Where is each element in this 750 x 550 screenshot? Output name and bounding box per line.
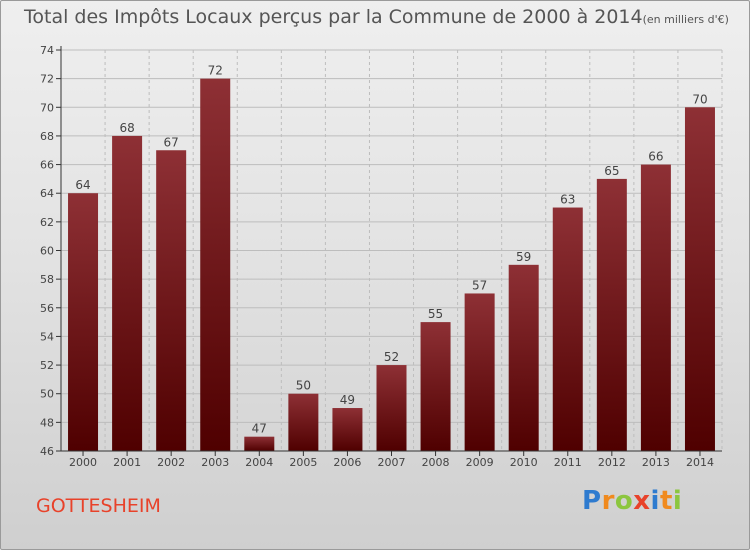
logo-letter: x	[633, 486, 651, 516]
data-label: 68	[119, 121, 134, 135]
bar	[288, 393, 319, 451]
data-label: 67	[164, 135, 179, 149]
x-tick-label: 2013	[642, 456, 670, 469]
x-tick-label: 2001	[113, 456, 141, 469]
data-label: 50	[296, 379, 311, 393]
y-tick-label: 70	[40, 101, 54, 114]
bar	[68, 193, 99, 451]
bar	[156, 150, 187, 451]
y-tick-label: 74	[40, 44, 54, 57]
y-tick-label: 60	[40, 245, 54, 258]
y-tick-label: 64	[40, 187, 54, 200]
bar	[200, 78, 231, 452]
x-tick-label: 2008	[422, 456, 450, 469]
bar	[464, 293, 495, 451]
bar	[420, 322, 451, 451]
y-tick-label: 56	[40, 302, 54, 315]
commune-name: GOTTESHEIM	[36, 495, 161, 517]
y-tick-label: 52	[40, 359, 54, 372]
logo-letter: P	[582, 486, 602, 516]
bar	[376, 365, 407, 451]
logo-letter: r	[601, 486, 615, 516]
data-label: 59	[516, 250, 531, 264]
bar	[596, 178, 627, 451]
data-label: 64	[75, 178, 90, 192]
chart-title-unit: (en milliers d'€)	[642, 13, 729, 26]
x-tick-label: 2000	[69, 456, 97, 469]
y-tick-label: 46	[40, 445, 54, 458]
data-label: 49	[340, 393, 355, 407]
x-tick-label: 2005	[289, 456, 317, 469]
x-tick-label: 2004	[245, 456, 273, 469]
bar	[684, 107, 715, 452]
axes	[56, 46, 722, 456]
data-label: 52	[384, 350, 399, 364]
bar	[332, 408, 363, 451]
y-tick-label: 50	[40, 388, 54, 401]
bar	[552, 207, 583, 451]
labels: 46 48 50 52 54 56 58 60 62 64 66 68 70 72 74 64 2000 68 20…	[40, 44, 714, 469]
x-tick-label: 2006	[333, 456, 361, 469]
bars	[68, 78, 715, 452]
bar	[508, 264, 539, 451]
data-label: 72	[208, 64, 223, 78]
chart-title-main: Total des Impôts Locaux perçus par la Co…	[24, 6, 643, 28]
data-label: 70	[692, 92, 707, 106]
y-tick-label: 54	[40, 330, 54, 343]
x-tick-label: 2002	[157, 456, 185, 469]
logo-letter: t	[659, 486, 673, 516]
chart-title: Total des Impôts Locaux perçus par la Co…	[24, 6, 729, 28]
bar	[640, 164, 671, 452]
bar	[244, 436, 275, 451]
y-tick-label: 58	[40, 273, 54, 286]
data-label: 55	[428, 307, 443, 321]
x-tick-label: 2011	[554, 456, 582, 469]
y-tick-label: 62	[40, 216, 54, 229]
data-label: 63	[560, 193, 575, 207]
x-tick-label: 2010	[510, 456, 538, 469]
x-tick-label: 2012	[598, 456, 626, 469]
bar	[112, 135, 143, 451]
y-tick-label: 68	[40, 130, 54, 143]
y-tick-label: 66	[40, 159, 54, 172]
x-tick-label: 2003	[201, 456, 229, 469]
y-tick-label: 48	[40, 416, 54, 429]
data-label: 57	[472, 278, 487, 292]
x-tick-label: 2007	[378, 456, 406, 469]
data-label: 47	[252, 422, 267, 436]
data-label: 65	[604, 164, 619, 178]
y-tick-label: 72	[40, 73, 54, 86]
data-label: 66	[648, 150, 663, 164]
logo-letter: i	[672, 486, 683, 516]
x-tick-label: 2014	[686, 456, 714, 469]
logo-letter: o	[614, 486, 634, 516]
proxiti-logo[interactable]: Proxiti	[582, 486, 682, 516]
x-tick-label: 2009	[466, 456, 494, 469]
logo-letter: i	[650, 486, 660, 516]
